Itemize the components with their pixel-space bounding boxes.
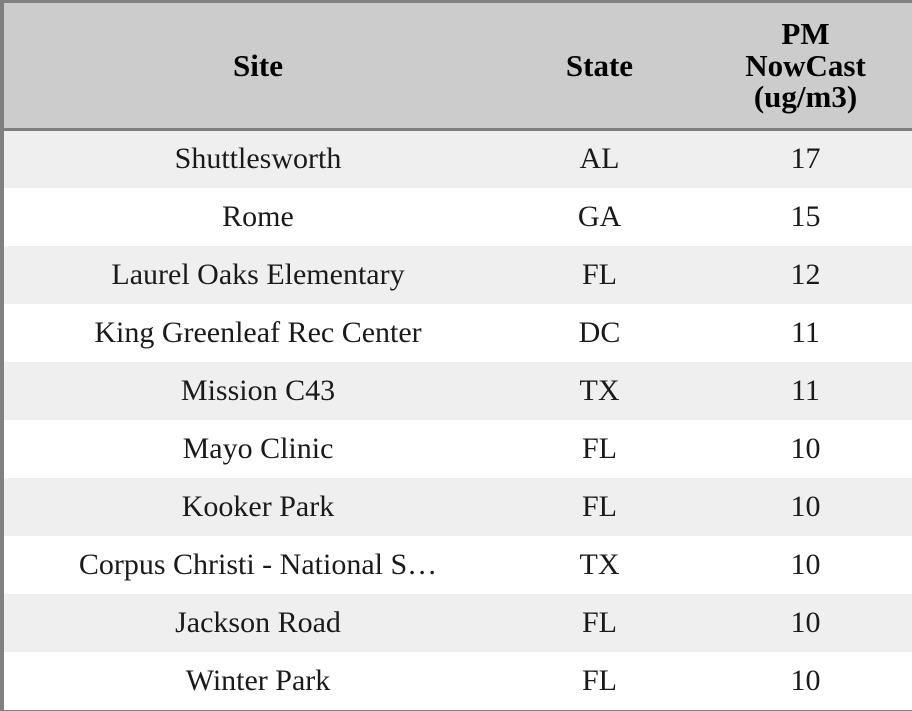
cell-pm-nowcast: 15 (790, 199, 821, 233)
cell-state: FL (581, 431, 617, 465)
cell-pm-nowcast: 17 (790, 142, 821, 176)
cell-site: Mayo Clinic (182, 431, 334, 465)
air-quality-table: Site State PM NowCast (ug/m3) Shuttleswo… (4, 3, 912, 710)
cell-state: AL (579, 142, 620, 176)
table-row[interactable]: Shuttlesworth AL 17 (4, 129, 912, 188)
table-row[interactable]: Corpus Christi - National S… TX 10 (4, 535, 912, 594)
cell-pm-nowcast: 10 (790, 663, 821, 697)
cell-state: FL (581, 663, 617, 697)
cell-site: Laurel Oaks Elementary (111, 257, 405, 291)
cell-site: Winter Park (185, 663, 331, 697)
table-row[interactable]: King Greenleaf Rec Center DC 11 (4, 303, 912, 362)
column-header-pm-nowcast-line1: PM (781, 16, 830, 52)
cell-pm-nowcast: 10 (790, 489, 821, 523)
cell-pm-nowcast: 10 (790, 547, 821, 581)
table-row[interactable]: Kooker Park FL 10 (4, 477, 912, 536)
cell-site: Rome (222, 199, 294, 233)
cell-pm-nowcast: 12 (790, 257, 821, 291)
cell-pm-nowcast: 10 (790, 605, 821, 639)
table-header: Site State PM NowCast (ug/m3) (4, 3, 912, 131)
table-row[interactable]: Winter Park FL 10 (4, 651, 912, 710)
cell-site: King Greenleaf Rec Center (94, 315, 422, 349)
cell-pm-nowcast: 10 (790, 431, 821, 465)
cell-site: Mission C43 (180, 373, 336, 407)
cell-site: Kooker Park (181, 489, 335, 523)
cell-state: TX (579, 547, 620, 581)
cell-site: Jackson Road (175, 605, 341, 639)
column-header-pm-nowcast-line3: (ug/m3) (753, 79, 858, 115)
cell-state: TX (579, 373, 620, 407)
cell-state: DC (578, 315, 621, 349)
cell-pm-nowcast: 11 (791, 315, 820, 349)
cell-state: FL (581, 489, 617, 523)
table-row[interactable]: Mission C43 TX 11 (4, 361, 912, 420)
cell-pm-nowcast: 11 (791, 373, 820, 407)
table-row[interactable]: Rome GA 15 (4, 187, 912, 246)
cell-site: Corpus Christi - National S… (78, 547, 438, 581)
cell-state: FL (581, 257, 617, 291)
cell-site: Shuttlesworth (174, 142, 342, 176)
table-row[interactable]: Jackson Road FL 10 (4, 593, 912, 652)
cell-state: FL (581, 605, 617, 639)
table-body: Shuttlesworth AL 17 Rome GA 15 Laurel Oaks Ele… (4, 129, 912, 710)
column-header-state[interactable]: State (512, 3, 687, 131)
column-header-site[interactable]: Site (4, 3, 512, 131)
table-row[interactable]: Laurel Oaks Elementary FL 12 (4, 245, 912, 304)
cell-state: GA (577, 199, 622, 233)
column-header-pm-nowcast-line2: NowCast (745, 47, 866, 83)
table-header-row: Site State PM NowCast (ug/m3) (4, 3, 912, 131)
column-header-pm-nowcast[interactable]: PM NowCast (ug/m3) (687, 3, 912, 131)
table-row[interactable]: Mayo Clinic FL 10 (4, 419, 912, 478)
